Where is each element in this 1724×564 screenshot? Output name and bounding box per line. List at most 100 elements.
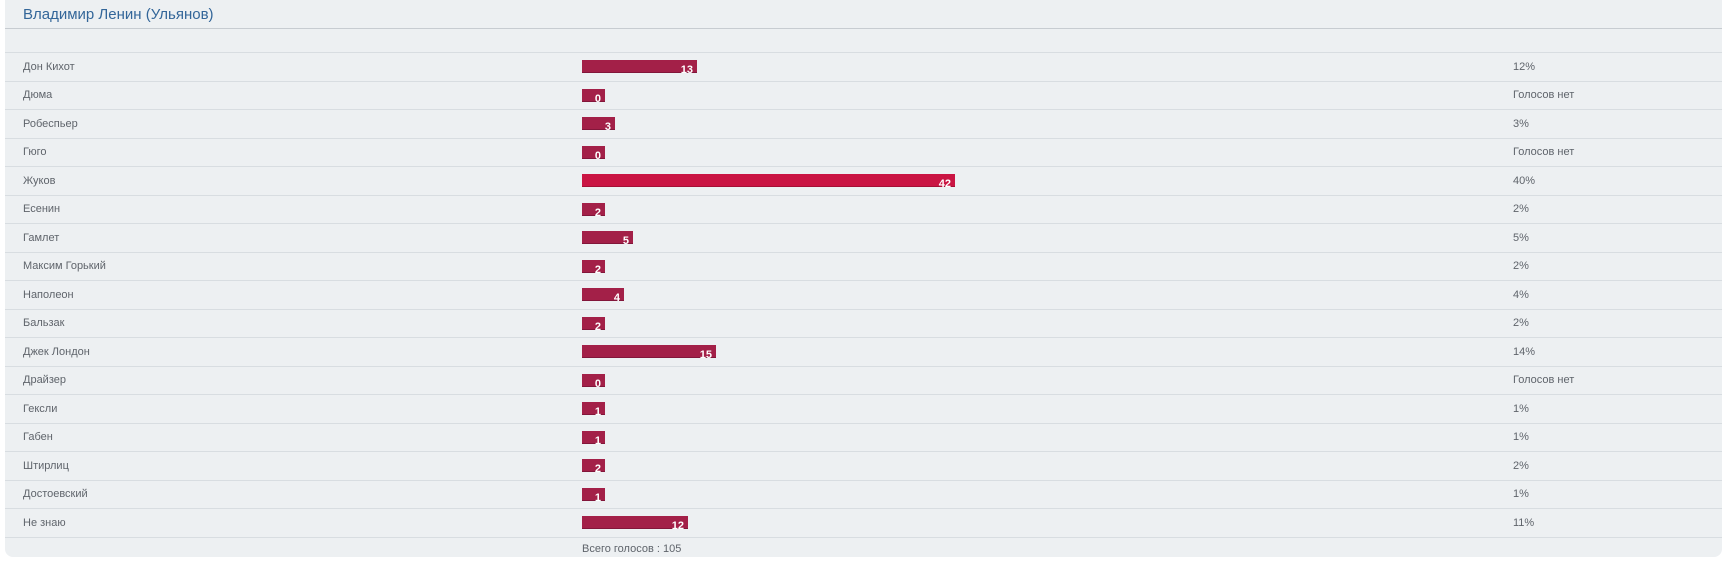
vote-bar: 0 — [582, 145, 605, 162]
percent-label: Голосов нет — [1513, 146, 1575, 159]
vote-bar: 2 — [582, 459, 605, 476]
title-gap — [5, 29, 1722, 52]
poll-option-row: Гамлет 5 5% — [5, 223, 1722, 252]
vote-bar: 3 — [582, 117, 615, 134]
vote-count: 1 — [594, 406, 601, 419]
bar-cell: 2 — [582, 259, 1513, 276]
bar-cell: 15 — [582, 345, 1513, 362]
total-votes: Всего голосов : 105 — [582, 543, 682, 555]
vote-bar: 2 — [582, 316, 605, 333]
vote-bar: 1 — [582, 487, 605, 504]
vote-bar: 0 — [582, 88, 605, 105]
percent-label: 1% — [1513, 431, 1529, 444]
poll-option-row: Не знаю 12 11% — [5, 508, 1722, 537]
poll-option-row: Гексли 1 1% — [5, 394, 1722, 423]
poll-option-row: Наполеон 4 4% — [5, 280, 1722, 309]
bar-cell: 2 — [582, 202, 1513, 219]
option-label: Не знаю — [23, 516, 66, 529]
poll-option-row: Драйзер 0 Голосов нет — [5, 365, 1722, 395]
poll-footer-row: Всего голосов : 105 — [5, 536, 1722, 561]
vote-count: 12 — [671, 520, 684, 533]
poll-option-row: Дон Кихот 13 12% — [5, 52, 1722, 81]
option-label: Драйзер — [23, 374, 66, 387]
bar-cell: 2 — [582, 316, 1513, 333]
vote-bar: 2 — [582, 259, 605, 276]
option-label: Есенин — [23, 203, 61, 216]
vote-bar: 12 — [582, 516, 688, 533]
option-label: Гюго — [23, 146, 47, 159]
vote-bar: 1 — [582, 430, 605, 447]
bar-cell: 4 — [582, 288, 1513, 305]
percent-label: 1% — [1513, 488, 1529, 501]
option-label: Бальзак — [23, 317, 65, 330]
percent-label: 14% — [1513, 345, 1536, 358]
percent-label: 11% — [1513, 516, 1535, 529]
option-label: Гексли — [23, 402, 58, 415]
option-label: Джек Лондон — [23, 345, 90, 358]
vote-count: 15 — [699, 349, 712, 362]
poll-option-row: Есенин 2 2% — [5, 194, 1722, 224]
option-label: Штирлиц — [23, 459, 69, 472]
vote-count: 0 — [594, 377, 601, 390]
vote-bar: 42 — [582, 174, 955, 190]
poll-option-row: Габен 1 1% — [5, 422, 1722, 452]
poll-option-row: Максим Горький 2 2% — [5, 251, 1722, 281]
poll-option-row: Штирлиц 2 2% — [5, 451, 1722, 480]
percent-label: 1% — [1513, 402, 1529, 415]
bar-cell: 1 — [582, 487, 1513, 504]
bar-cell: 13 — [582, 60, 1513, 77]
option-label: Максим Горький — [23, 260, 106, 273]
bar-cell: 0 — [582, 88, 1513, 105]
bar-cell: 42 — [582, 174, 1513, 190]
percent-label: Голосов нет — [1513, 89, 1575, 102]
vote-count: 3 — [604, 121, 611, 134]
poll-option-row: Робеспьер 3 3% — [5, 109, 1722, 138]
vote-count: 4 — [613, 292, 620, 305]
vote-count: 0 — [594, 149, 601, 162]
vote-count: 5 — [622, 235, 629, 248]
bar-cell: 1 — [582, 430, 1513, 447]
vote-count: 2 — [594, 263, 601, 276]
poll-option-row: Жуков 42 40% — [5, 166, 1722, 195]
poll-option-row: Дюма 0 Голосов нет — [5, 80, 1722, 110]
option-label: Дон Кихот — [23, 60, 75, 73]
vote-count: 1 — [594, 491, 601, 504]
percent-label: 40% — [1513, 174, 1536, 187]
poll-title: Владимир Ленин (Ульянов) — [5, 0, 1722, 29]
vote-count: 1 — [594, 434, 601, 447]
bar-cell: 0 — [582, 373, 1513, 390]
poll-option-row: Бальзак 2 2% — [5, 308, 1722, 338]
option-label: Наполеон — [23, 288, 74, 301]
vote-bar: 4 — [582, 288, 624, 305]
option-label: Достоевский — [23, 488, 88, 501]
poll-options-list: Дон Кихот 13 12% Дюма 0 Голосов нет Робе… — [5, 52, 1722, 537]
vote-count: 2 — [594, 206, 601, 219]
percent-label: 12% — [1513, 60, 1536, 73]
vote-count: 13 — [680, 64, 693, 77]
bar-cell: 5 — [582, 231, 1513, 248]
option-label: Габен — [23, 431, 53, 444]
percent-label: 2% — [1513, 203, 1529, 216]
vote-bar: 2 — [582, 202, 605, 219]
bar-cell: 2 — [582, 459, 1513, 476]
poll-panel: Владимир Ленин (Ульянов) Дон Кихот 13 12… — [5, 0, 1722, 557]
bar-cell: 1 — [582, 402, 1513, 419]
percent-label: 2% — [1513, 459, 1529, 472]
poll-option-row: Достоевский 1 1% — [5, 479, 1722, 509]
bar-cell: 3 — [582, 117, 1513, 134]
vote-count: 2 — [594, 463, 601, 476]
percent-label: 2% — [1513, 260, 1529, 273]
poll-option-row: Джек Лондон 15 14% — [5, 337, 1722, 366]
option-label: Жуков — [23, 174, 56, 187]
vote-bar: 15 — [582, 345, 716, 362]
option-label: Гамлет — [23, 231, 60, 244]
percent-label: 3% — [1513, 117, 1529, 130]
vote-count: 2 — [594, 320, 601, 333]
vote-count: 0 — [594, 92, 601, 105]
vote-bar: 1 — [582, 402, 605, 419]
vote-bar: 13 — [582, 60, 697, 77]
vote-bar: 0 — [582, 373, 605, 390]
percent-label: Голосов нет — [1513, 374, 1575, 387]
bar-cell: 12 — [582, 516, 1513, 533]
option-label: Робеспьер — [23, 117, 78, 130]
